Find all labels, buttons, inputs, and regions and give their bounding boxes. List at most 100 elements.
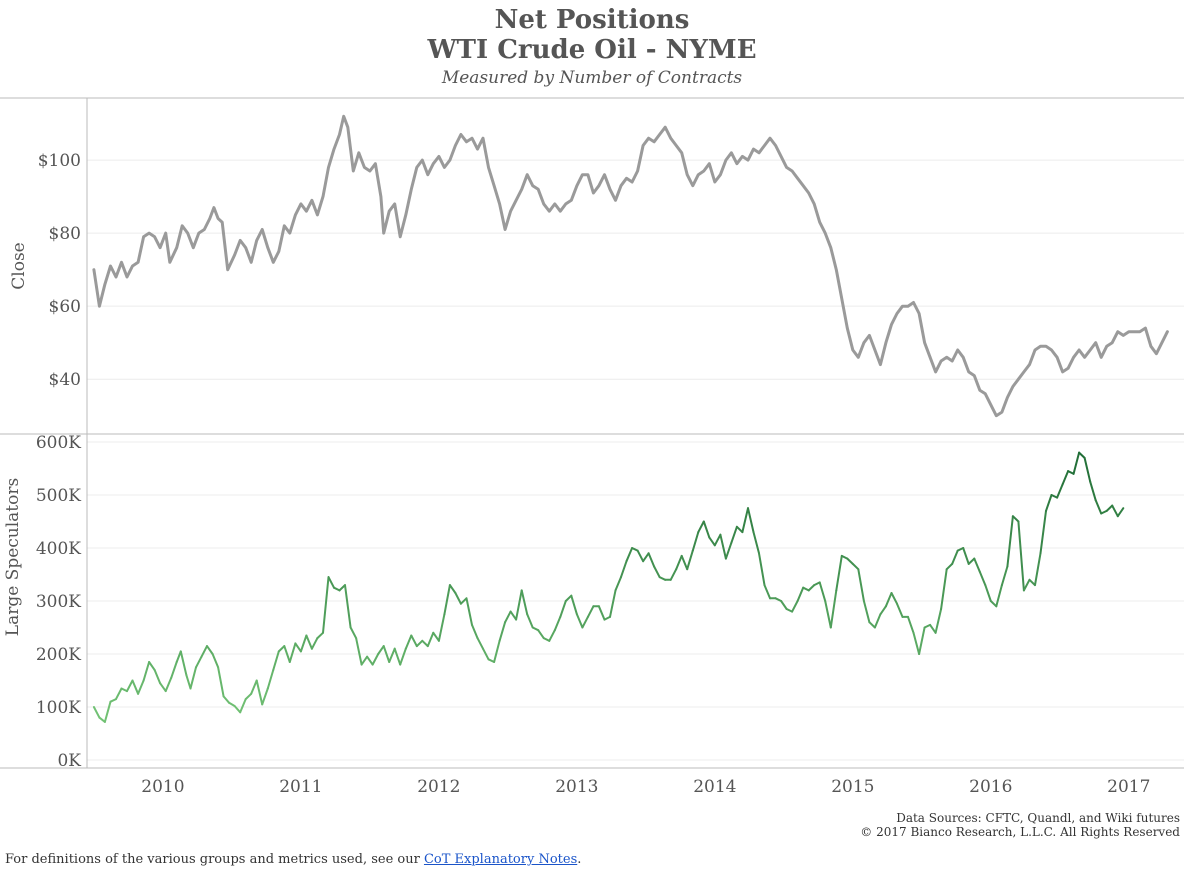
x-tick-label: 2013	[555, 777, 598, 797]
spec-line-segment	[631, 547, 639, 552]
spec-line-segment	[366, 655, 374, 666]
spec-line-segment	[333, 586, 341, 592]
spec-line-segment	[824, 600, 832, 629]
close-y-tick-label: $100	[38, 151, 81, 171]
spec-line-segment	[813, 581, 821, 587]
spec-gridlines	[87, 441, 1184, 761]
spec-line-segment	[393, 647, 402, 666]
spec-line-segment	[680, 554, 689, 571]
spec-line-segment	[299, 634, 308, 653]
spec-line-segment	[829, 589, 838, 629]
spec-line-segment	[382, 645, 391, 663]
spec-line-segment	[857, 568, 865, 602]
spec-line-segment	[131, 679, 140, 695]
spec-line-segment	[437, 613, 446, 642]
spec-line-segment	[862, 600, 871, 624]
spec-line-segment	[250, 679, 258, 695]
spec-line-segment	[636, 549, 645, 563]
spec-line-segment	[642, 552, 650, 563]
spec-line-segment	[669, 568, 678, 581]
spec-line-segment	[686, 549, 694, 571]
spec-line-segment	[179, 650, 188, 677]
close-price-panel: $40 $60 $80 $100 Close	[0, 97, 1184, 434]
spec-line-segment	[1094, 499, 1103, 515]
spec-line-segment	[338, 584, 346, 592]
cot-explanatory-notes-link[interactable]: CoT Explanatory Notes	[423, 852, 578, 867]
spec-line-segment	[785, 608, 794, 613]
x-tick-label: 2010	[141, 777, 184, 797]
spec-line-segment	[109, 698, 117, 703]
close-y-tick-label: $60	[49, 297, 81, 317]
close-y-ticks: $40 $60 $80 $100	[38, 151, 81, 390]
spec-line-segment	[708, 536, 716, 547]
spec-line-segment	[189, 666, 197, 690]
spec-line-segment	[548, 629, 556, 642]
spec-line-segment	[498, 621, 507, 642]
spec-line-segment	[294, 642, 302, 653]
spec-line-segment	[653, 565, 661, 579]
spec-y-tick-label: 600K	[36, 433, 81, 453]
spec-line-segment	[1050, 494, 1059, 499]
spec-line-segment	[763, 584, 771, 600]
spec-line-segment	[989, 600, 998, 608]
spec-line-segment	[774, 597, 783, 602]
spec-line-segment	[142, 661, 151, 682]
spec-line-segment	[137, 679, 145, 695]
spec-line-segment	[818, 581, 827, 602]
spec-line-segment	[697, 520, 705, 534]
large-speculators-line	[92, 451, 1125, 723]
spec-line-segment	[371, 653, 380, 666]
x-tick-label: 2011	[279, 777, 322, 797]
spec-line-segment	[713, 533, 722, 547]
spec-y-tick-label: 500K	[36, 486, 81, 506]
spec-line-segment	[995, 584, 1003, 608]
spec-line-segment	[730, 525, 738, 544]
spec-line-segment	[873, 613, 882, 629]
spec-line-segment	[443, 584, 451, 616]
spec-line-segment	[421, 639, 429, 648]
spec-line-segment	[967, 557, 976, 565]
spec-line-segment	[625, 547, 634, 563]
spec-line-segment	[1056, 483, 1064, 499]
spec-line-segment	[614, 576, 622, 592]
spec-line-segment	[344, 584, 352, 629]
spec-line-segment	[564, 594, 573, 602]
spec-line-segment	[322, 576, 330, 634]
spec-line-segment	[195, 655, 203, 669]
spec-line-segment	[912, 631, 921, 655]
spec-line-segment	[741, 507, 749, 534]
spec-line-segment	[1072, 451, 1081, 475]
spec-line-segment	[962, 547, 970, 565]
spec-line-segment	[459, 597, 468, 605]
spec-line-segment	[609, 589, 617, 618]
spec-line-segment	[1061, 470, 1070, 486]
spec-line-segment	[164, 676, 173, 693]
close-y-tick-label: $80	[49, 224, 81, 244]
spec-line-segment	[399, 647, 407, 666]
spec-line-segment	[261, 687, 269, 706]
spec-line-segment	[923, 623, 932, 629]
spec-line-segment	[597, 605, 606, 621]
spec-line-segment	[896, 602, 904, 618]
spec-line-segment	[159, 682, 167, 693]
spec-line-segment	[1034, 552, 1042, 587]
spec-line-segment	[126, 679, 134, 693]
spec-line-segment	[175, 650, 182, 663]
spec-line-segment	[978, 570, 987, 587]
spec-line-segment	[515, 589, 523, 621]
spec-line-segment	[1083, 456, 1092, 483]
spec-line-segment	[349, 626, 358, 640]
spec-line-segment	[476, 637, 484, 650]
copyright-note: © 2017 Bianco Research, L.L.C. All Right…	[860, 825, 1180, 839]
spec-line-segment	[1089, 480, 1097, 502]
spec-line-segment	[1017, 520, 1025, 592]
data-sources-note: Data Sources: CFTC, Quandl, and Wiki fut…	[896, 811, 1180, 825]
spec-line-segment	[1045, 494, 1053, 512]
spec-line-segment	[217, 666, 225, 698]
spec-line-segment	[553, 615, 562, 632]
close-y-tick-label: $40	[49, 370, 81, 390]
spec-line-segment	[360, 655, 369, 666]
spec-y-axis-label: Large Speculators	[3, 478, 23, 636]
spec-line-segment	[620, 560, 628, 579]
spec-line-segment	[454, 592, 462, 605]
